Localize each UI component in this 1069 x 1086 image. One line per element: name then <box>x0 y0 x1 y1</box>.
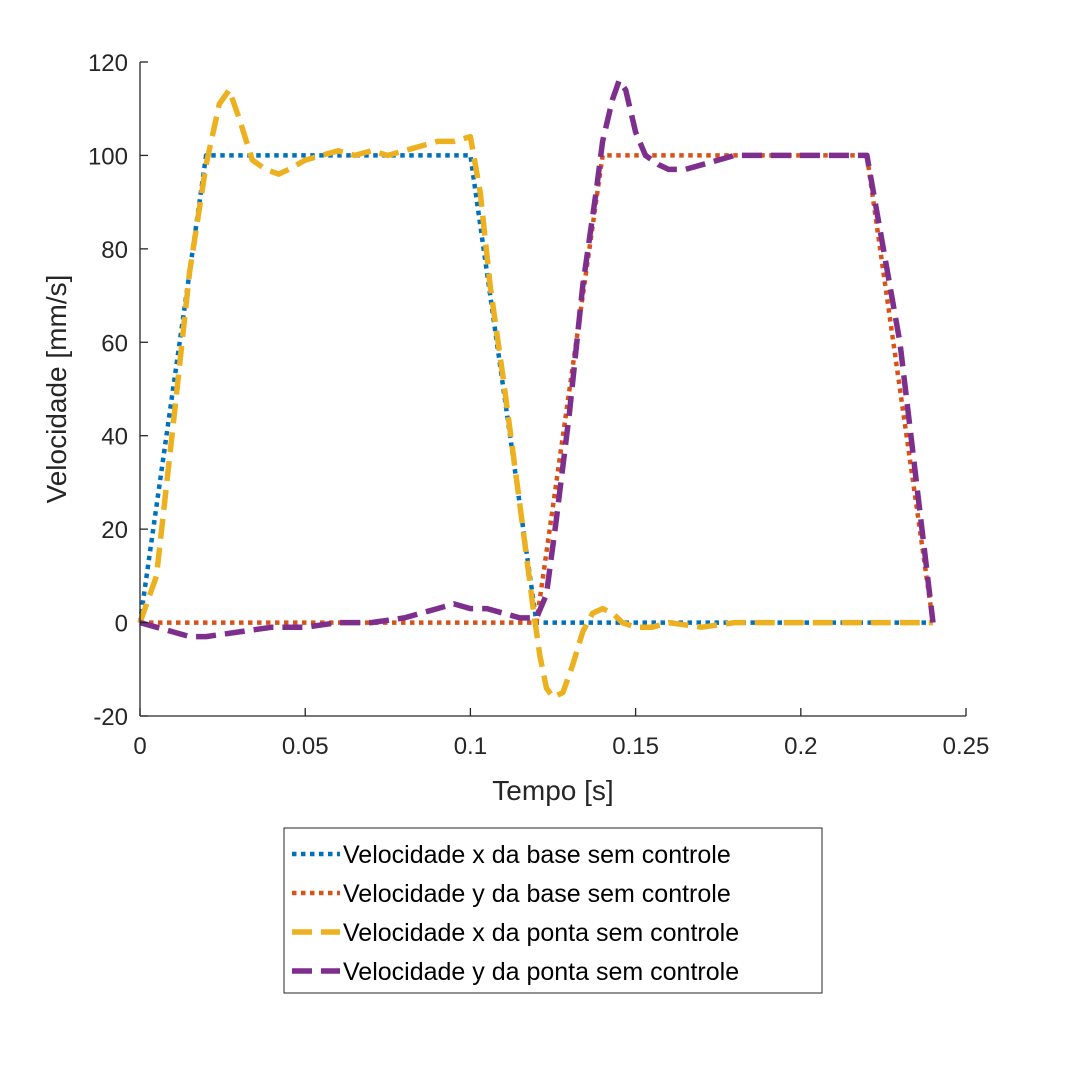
y-tick-label: 20 <box>101 517 128 544</box>
y-tick-label: -20 <box>93 704 128 731</box>
legend-box <box>283 827 823 994</box>
series-line <box>137 87 933 701</box>
series-2 <box>140 153 936 625</box>
legend: Velocidade x da base sem controle Velocid… <box>283 827 823 994</box>
x-axis-title: Tempo [s] <box>492 775 613 806</box>
series-line <box>140 153 936 625</box>
y-ticks: -20 0 20 40 60 80 100 120 <box>88 50 148 731</box>
x-tick-label: 0.05 <box>282 733 329 760</box>
y-tick-label: 60 <box>101 330 128 357</box>
legend-label: Velocidade y da ponta sem controle <box>343 958 739 986</box>
x-tick-label: 0.1 <box>454 733 487 760</box>
series-layer <box>137 77 936 701</box>
legend-label: Velocidade x da base sem controle <box>343 841 731 869</box>
legend-label: Velocidade x da ponta sem controle <box>343 919 739 947</box>
x-tick-label: 0.15 <box>612 733 659 760</box>
x-tick-label: 0.2 <box>784 733 817 760</box>
legend-label: Velocidade y da base sem controle <box>343 880 731 908</box>
y-tick-label: 80 <box>101 237 128 264</box>
y-axis-title: Velocidade [mm/s] <box>41 275 72 504</box>
series-line <box>139 77 936 640</box>
x-tick-label: 0 <box>133 733 146 760</box>
x-tick-label: 0.25 <box>943 733 990 760</box>
x-ticks: 0 0.05 0.1 0.15 0.2 0.25 <box>133 708 989 760</box>
y-tick-label: 40 <box>101 424 128 451</box>
series-1 <box>137 153 933 625</box>
y-tick-label: 0 <box>115 611 128 638</box>
series-line <box>137 153 933 625</box>
series-4 <box>139 77 936 640</box>
legend-entries: Velocidade x da base sem controle Velocid… <box>292 841 739 986</box>
y-tick-label: 120 <box>88 50 128 77</box>
y-tick-label: 100 <box>88 143 128 170</box>
series-3 <box>137 87 933 701</box>
